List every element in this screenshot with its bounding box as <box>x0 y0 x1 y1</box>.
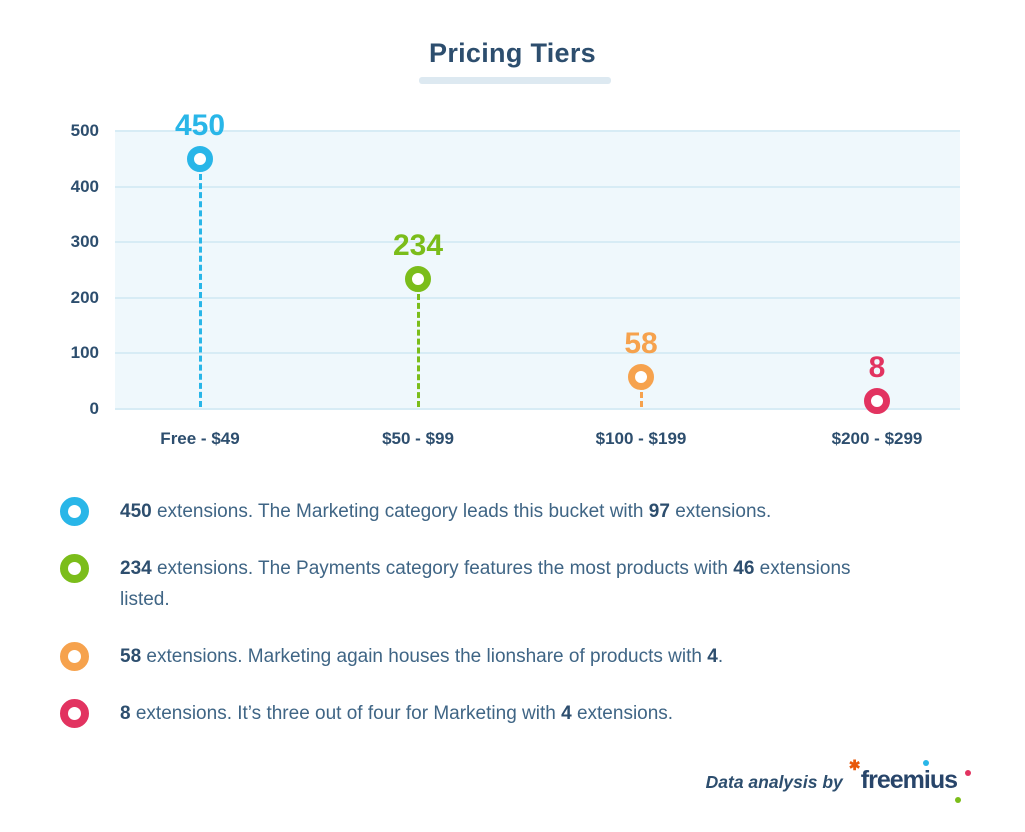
gridline-y0 <box>115 408 960 410</box>
logo-cyan-dot-icon <box>923 760 929 766</box>
chart-title: Pricing Tiers <box>429 38 596 68</box>
x-tick-label: $200 - $299 <box>831 429 923 448</box>
legend-text-segment: extensions. Marketing again houses the l… <box>141 646 708 667</box>
legend-text-segment: extensions. <box>571 703 674 724</box>
gridline-y200 <box>115 296 960 299</box>
data-point-marker <box>187 145 213 172</box>
legend-text-segment: extensions. The Marketing category leads… <box>151 501 649 522</box>
data-point-marker <box>628 363 654 390</box>
legend-item-text: 58 extensions. Marketing again houses th… <box>120 641 723 672</box>
legend-value-bold: 4 <box>561 703 572 724</box>
legend-value-bold: 4 <box>707 646 718 667</box>
gridline-y100 <box>115 352 960 355</box>
chart-legend: 450 extensions. The Marketing category l… <box>60 496 900 755</box>
y-tick-label: 100 <box>70 343 99 363</box>
legend-value-bold: 58 <box>120 646 142 667</box>
credit-text: Data analysis by <box>705 772 843 792</box>
lollipop-stem <box>416 293 420 407</box>
footer-credit: Data analysis by ✱ freemius <box>705 758 971 803</box>
data-point-marker <box>405 265 432 292</box>
legend-marker-icon <box>60 497 89 526</box>
legend-text-segment: extensions. <box>669 501 772 522</box>
legend-item-text: 234 extensions. The Payments category fe… <box>120 553 892 615</box>
lollipop-stem <box>639 391 643 407</box>
title-underline <box>419 77 611 84</box>
legend-item: 8 extensions. It’s three out of four for… <box>60 698 900 729</box>
y-tick-label: 300 <box>70 232 99 252</box>
legend-item: 450 extensions. The Marketing category l… <box>60 496 900 527</box>
data-point-marker <box>864 388 891 414</box>
legend-marker-icon <box>60 699 89 728</box>
legend-item-text: 450 extensions. The Marketing category l… <box>120 496 771 527</box>
legend-value-bold: 97 <box>648 501 670 522</box>
x-tick-label: $50 - $99 <box>382 429 454 448</box>
legend-text-segment: . <box>717 646 724 667</box>
gridline-y400 <box>115 185 960 188</box>
legend-text-segment: extensions listed. <box>120 558 851 610</box>
legend-value-bold: 46 <box>733 558 755 579</box>
y-tick-label: 0 <box>89 399 99 418</box>
legend-value-bold: 234 <box>120 558 152 579</box>
data-point-value: 8 <box>868 351 886 384</box>
legend-value-bold: 450 <box>120 501 152 522</box>
legend-marker-icon <box>60 642 89 671</box>
legend-text-segment: extensions. It’s three out of four for M… <box>130 703 562 724</box>
data-point-value: 234 <box>392 228 444 262</box>
gridline-y500 <box>115 130 960 132</box>
legend-item-text: 8 extensions. It’s three out of four for… <box>120 698 673 729</box>
y-tick-label: 500 <box>70 121 99 140</box>
x-tick-label: $100 - $199 <box>595 429 687 448</box>
legend-value-bold: 8 <box>120 703 131 724</box>
lollipop-stem <box>198 173 202 407</box>
legend-marker-icon <box>60 554 89 583</box>
y-tick-label: 400 <box>70 176 99 196</box>
freemius-logo: ✱ freemius <box>849 758 971 803</box>
legend-text-segment: extensions. The Payments category featur… <box>151 558 734 579</box>
data-point-value: 58 <box>624 326 658 360</box>
plot-area: 0 100 200 300 400 500 450 Free - $49 234 $50 - $9… <box>71 110 960 448</box>
legend-item: 234 extensions. The Payments category fe… <box>60 553 900 615</box>
logo-red-dot-icon <box>965 770 971 776</box>
data-point-value: 450 <box>174 108 226 142</box>
x-tick-label: Free - $49 <box>160 429 240 448</box>
legend-item: 58 extensions. Marketing again houses th… <box>60 641 900 672</box>
brand-wordmark: freemius <box>860 766 958 794</box>
logo-spark-icon: ✱ <box>848 757 861 773</box>
y-tick-label: 200 <box>70 287 99 307</box>
logo-green-dot-icon <box>955 797 961 803</box>
gridline-y300 <box>115 241 960 244</box>
